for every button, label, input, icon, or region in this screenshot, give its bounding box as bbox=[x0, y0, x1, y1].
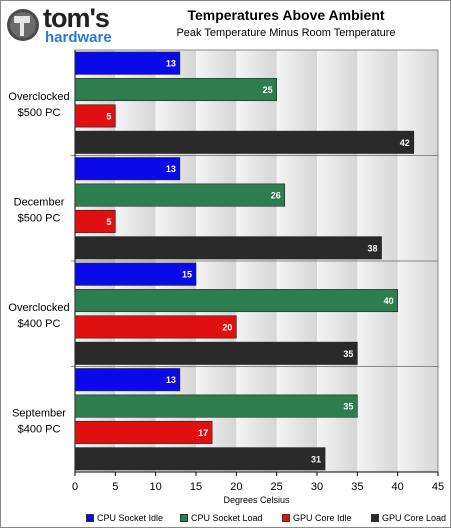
bar bbox=[74, 78, 277, 102]
bar bbox=[74, 262, 197, 286]
hammer-logo-icon bbox=[7, 9, 39, 41]
category-label: Overclocked bbox=[8, 302, 69, 314]
legend-label: CPU Socket Load bbox=[191, 513, 263, 523]
bar-value-label: 38 bbox=[368, 243, 378, 253]
category-label: $500 PC bbox=[18, 107, 61, 119]
category-label: September bbox=[12, 407, 66, 419]
bar bbox=[74, 104, 116, 128]
logo: tom's hardware bbox=[3, 3, 115, 49]
bar-value-label: 15 bbox=[182, 270, 192, 280]
logo-sub: hardware bbox=[45, 29, 112, 46]
bar bbox=[74, 130, 415, 154]
legend-label: GPU Core Load bbox=[382, 513, 447, 523]
category-label: $400 PC bbox=[18, 423, 61, 435]
bar bbox=[74, 420, 213, 444]
bar bbox=[74, 157, 181, 181]
bar-value-label: 35 bbox=[343, 349, 353, 359]
bar-value-label: 35 bbox=[343, 402, 353, 412]
bar bbox=[74, 236, 382, 260]
bar-value-label: 13 bbox=[166, 375, 176, 385]
legend-swatch bbox=[371, 514, 379, 522]
bar-value-label: 13 bbox=[166, 59, 176, 69]
bar bbox=[74, 394, 358, 418]
chart-title: Temperatures Above Ambient bbox=[187, 7, 385, 23]
x-tick-label: 45 bbox=[432, 481, 444, 493]
category-label: $500 PC bbox=[18, 212, 61, 224]
legend-swatch bbox=[282, 514, 290, 522]
x-axis-label: Degrees Celsius bbox=[223, 495, 290, 505]
bar-value-label: 5 bbox=[106, 217, 111, 227]
bar bbox=[74, 51, 181, 75]
legend-item: CPU Socket Idle bbox=[86, 512, 163, 524]
bar-value-label: 17 bbox=[198, 428, 208, 438]
x-tick-label: 40 bbox=[392, 481, 404, 493]
category-label: $400 PC bbox=[18, 318, 61, 330]
bar bbox=[74, 289, 398, 313]
bar bbox=[74, 183, 286, 207]
legend-swatch bbox=[86, 514, 94, 522]
x-tick-label: 30 bbox=[311, 481, 323, 493]
bar-value-label: 5 bbox=[106, 111, 111, 121]
legend-item: GPU Core Idle bbox=[282, 512, 352, 524]
bar bbox=[74, 341, 358, 365]
category-label: December bbox=[14, 196, 65, 208]
x-tick-label: 25 bbox=[271, 481, 283, 493]
x-tick-label: 35 bbox=[351, 481, 363, 493]
bar-value-label: 20 bbox=[222, 322, 232, 332]
x-tick-label: 5 bbox=[112, 481, 118, 493]
logo-name: tom's bbox=[43, 3, 110, 33]
bar-value-label: 40 bbox=[384, 296, 394, 306]
legend-label: CPU Socket Idle bbox=[97, 513, 164, 523]
bar bbox=[74, 315, 237, 339]
bar-value-label: 42 bbox=[400, 138, 410, 148]
bar-value-label: 13 bbox=[166, 164, 176, 174]
bar-value-label: 25 bbox=[263, 85, 273, 95]
bar-value-label: 31 bbox=[311, 454, 321, 464]
legend-label: GPU Core Idle bbox=[293, 513, 352, 523]
bar bbox=[74, 447, 326, 471]
category-label: Overclocked bbox=[8, 91, 69, 103]
legend-item: CPU Socket Load bbox=[180, 512, 263, 524]
legend-swatch bbox=[180, 514, 188, 522]
bar-value-label: 26 bbox=[271, 191, 281, 201]
x-tick-label: 20 bbox=[230, 481, 242, 493]
bar bbox=[74, 368, 181, 392]
legend-item: GPU Core Load bbox=[371, 512, 446, 524]
x-tick-label: 0 bbox=[72, 481, 78, 493]
chart-subtitle: Peak Temperature Minus Room Temperature bbox=[176, 27, 396, 39]
x-tick-label: 10 bbox=[150, 481, 162, 493]
bar bbox=[74, 209, 116, 233]
x-tick-label: 15 bbox=[190, 481, 202, 493]
